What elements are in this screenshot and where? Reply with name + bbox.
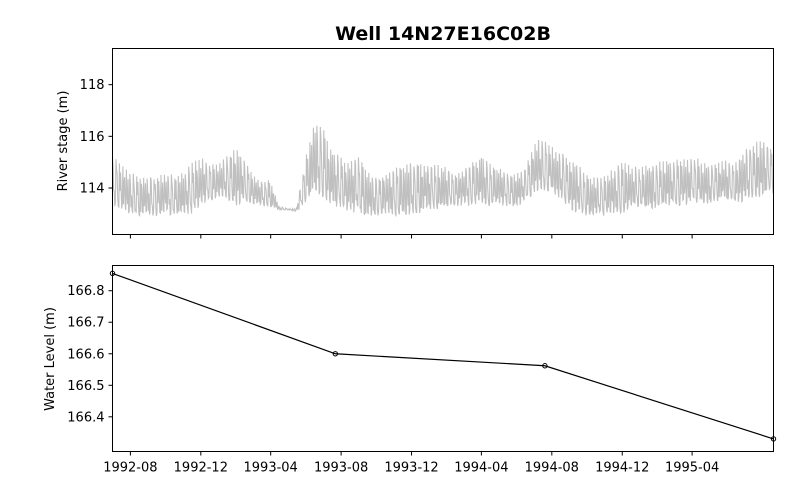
chart-title: Well 14N27E16C02B [335,23,551,45]
water-level-line [112,272,774,440]
water-level-axes-frame [112,265,774,452]
x-tick-label: 1992-08 [103,461,157,476]
x-tick-label: 1993-12 [384,461,438,476]
y-tick-label: 166.6 [67,347,104,362]
x-tick-label: 1994-12 [595,461,649,476]
water-level-x-ticks: 1992-08 1992-12 1993-04 1993-08 1993-12 1994-… [103,451,719,476]
river-stage-panel: 114 116 118 River stage (m) [56,48,775,239]
river-stage-line [111,125,775,218]
y-tick-label: 116 [80,130,105,145]
x-tick-label: 1993-08 [314,461,368,476]
river-stage-x-ticks [129,234,693,239]
y-tick-label: 114 [80,182,105,197]
y-tick-label: 166.4 [67,410,104,425]
x-tick-label: 1994-08 [525,461,579,476]
x-tick-label: 1995-04 [665,461,719,476]
water-level-point [542,363,548,369]
water-level-y-axis-label: Water Level (m) [43,307,58,411]
river-stage-y-axis-label: River stage (m) [56,91,71,192]
y-tick-label: 166.8 [67,284,104,299]
water-level-y-ticks: 166.4 166.5 166.6 166.7 166.8 [67,284,113,425]
y-tick-label: 166.7 [67,316,104,331]
water-level-series [109,270,777,442]
x-tick-label: 1992-12 [174,461,228,476]
river-stage-axes-frame [112,48,774,235]
water-level-point [332,351,339,357]
water-level-panel: 166.4 166.5 166.6 166.7 166.8 1992-08 1992-12… [43,265,777,476]
river-stage-series [111,125,775,218]
y-tick-label: 166.5 [67,379,104,394]
y-tick-label: 118 [80,78,105,93]
x-tick-label: 1994-04 [454,461,508,476]
x-tick-label: 1993-04 [244,461,298,476]
river-stage-y-ticks: 114 116 118 [80,78,113,197]
